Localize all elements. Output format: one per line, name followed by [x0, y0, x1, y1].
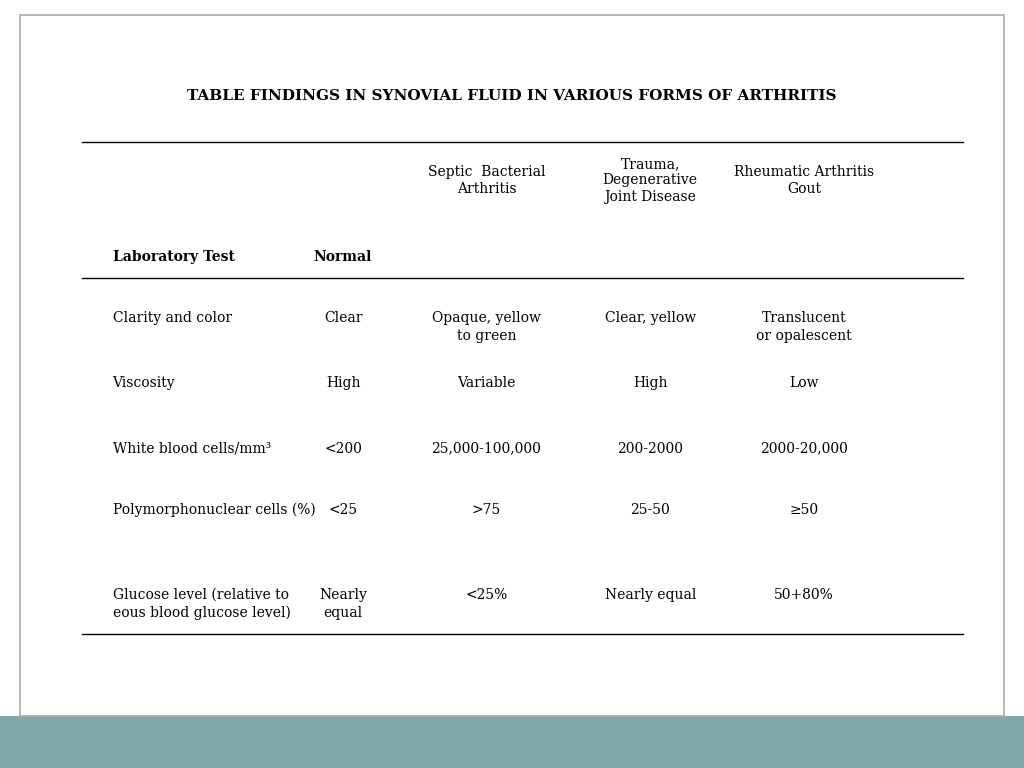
- Text: Clarity and color: Clarity and color: [113, 311, 231, 325]
- Text: Clear: Clear: [324, 311, 362, 325]
- Text: Rheumatic Arthritis
Gout: Rheumatic Arthritis Gout: [734, 165, 873, 196]
- Text: 25-50: 25-50: [631, 503, 670, 517]
- Text: 50+80%: 50+80%: [774, 588, 834, 601]
- Text: Viscosity: Viscosity: [113, 376, 175, 390]
- Text: 200-2000: 200-2000: [617, 442, 683, 455]
- Text: TABLE FINDINGS IN SYNOVIAL FLUID IN VARIOUS FORMS OF ARTHRITIS: TABLE FINDINGS IN SYNOVIAL FLUID IN VARI…: [187, 89, 837, 103]
- Text: <25%: <25%: [465, 588, 508, 601]
- Text: Polymorphonuclear cells (%): Polymorphonuclear cells (%): [113, 503, 315, 518]
- Text: Opaque, yellow
to green: Opaque, yellow to green: [432, 311, 541, 343]
- Text: Normal: Normal: [313, 250, 373, 264]
- FancyBboxPatch shape: [0, 716, 1024, 768]
- Text: <25: <25: [329, 503, 357, 517]
- Text: Nearly
equal: Nearly equal: [319, 588, 367, 620]
- Text: <200: <200: [325, 442, 361, 455]
- Text: >75: >75: [472, 503, 501, 517]
- Text: ≥50: ≥50: [790, 503, 818, 517]
- Text: Septic  Bacterial
Arthritis: Septic Bacterial Arthritis: [428, 165, 545, 196]
- Text: 25,000-100,000: 25,000-100,000: [431, 442, 542, 455]
- Text: White blood cells/mm³: White blood cells/mm³: [113, 442, 271, 455]
- Text: Nearly equal: Nearly equal: [604, 588, 696, 601]
- Text: Variable: Variable: [457, 376, 516, 390]
- Text: Laboratory Test: Laboratory Test: [113, 250, 234, 264]
- Text: Glucose level (relative to
eous blood glucose level): Glucose level (relative to eous blood gl…: [113, 588, 291, 621]
- Text: Clear, yellow: Clear, yellow: [605, 311, 695, 325]
- Text: Trauma,
Degenerative
Joint Disease: Trauma, Degenerative Joint Disease: [603, 157, 697, 204]
- Text: Translucent
or opalescent: Translucent or opalescent: [756, 311, 852, 343]
- Text: Low: Low: [790, 376, 818, 390]
- Text: 2000-20,000: 2000-20,000: [760, 442, 848, 455]
- Text: High: High: [633, 376, 668, 390]
- Text: High: High: [326, 376, 360, 390]
